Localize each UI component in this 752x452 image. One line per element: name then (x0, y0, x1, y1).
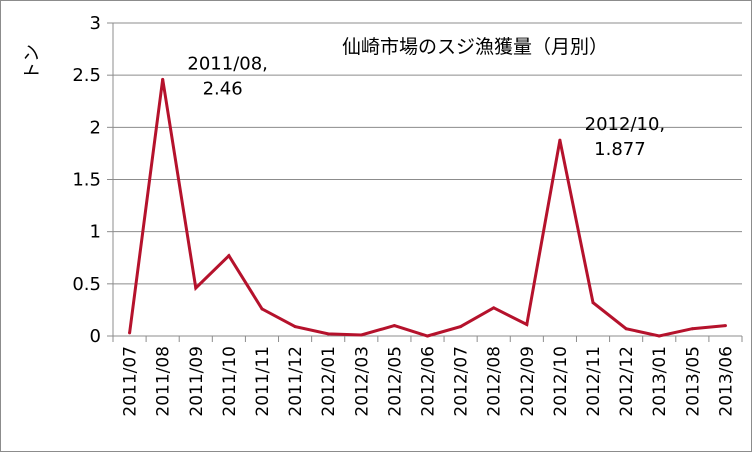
x-tick-labels: 2011/07 2011/08 2011/09 2011/10 2011/11 2011/… (121, 346, 737, 417)
data-point (492, 306, 496, 310)
y-tick-label: 1 (90, 222, 101, 243)
data-label: 2012/10, (585, 114, 666, 135)
data-point (558, 138, 562, 142)
x-tick-label: 2012/01 (319, 346, 339, 417)
y-tick-labels: 0 0.5 1 1.5 2 2.5 3 (72, 13, 101, 347)
data-point (194, 286, 198, 290)
series-line-group (128, 77, 727, 338)
x-tick-label: 2012/11 (584, 346, 604, 417)
x-tick-label: 2011/10 (220, 346, 240, 417)
data-point (723, 324, 727, 328)
x-tick-label: 2012/05 (385, 346, 405, 417)
data-point (128, 331, 132, 335)
data-point (293, 325, 297, 329)
data-label-value: 2.46 (203, 78, 243, 99)
data-point (591, 301, 595, 305)
x-tick-label: 2012/09 (518, 346, 538, 417)
x-tick-label: 2012/08 (485, 346, 505, 417)
data-point (227, 254, 231, 258)
data-point (392, 324, 396, 328)
y-tick-label: 0.5 (72, 274, 101, 295)
data-label-value: 1.877 (594, 139, 646, 160)
gridlines (113, 22, 742, 285)
x-tick-label: 2011/08 (154, 346, 174, 417)
x-tick-label: 2012/10 (551, 346, 571, 417)
y-axis-label: トン (22, 44, 43, 80)
x-tick-label: 2011/07 (121, 346, 141, 417)
y-tick-label: 2 (90, 117, 101, 138)
data-point (326, 332, 330, 336)
x-tick-label: 2011/12 (286, 346, 306, 417)
x-tick-label: 2011/11 (253, 346, 273, 417)
chart-title: 仙崎市場のスジ漁獲量（月別） (342, 36, 608, 58)
annotations: 2011/08, 2.46 2012/10, 1.877 (187, 53, 665, 160)
x-tick-label: 2012/07 (452, 346, 472, 417)
data-point (624, 327, 628, 331)
data-point (459, 325, 463, 329)
data-point (161, 77, 165, 81)
x-tick-label: 2013/06 (716, 346, 736, 417)
x-tick-label: 2012/06 (419, 346, 439, 417)
data-point (657, 334, 661, 338)
y-tick-label: 2.5 (72, 65, 101, 86)
x-tick-label: 2012/12 (617, 346, 637, 417)
data-point (260, 307, 264, 311)
data-point (359, 333, 363, 337)
y-tick-label: 3 (90, 13, 101, 34)
y-tick-label: 1.5 (72, 170, 101, 191)
y-tick-label: 0 (90, 326, 101, 347)
data-label: 2011/08, (187, 53, 268, 74)
data-point (525, 323, 529, 327)
data-point (690, 327, 694, 331)
x-tick-label: 2011/09 (187, 346, 207, 417)
x-tick-label: 2012/03 (352, 346, 372, 417)
x-tick-label: 2013/05 (683, 346, 703, 417)
x-tick-label: 2013/01 (650, 346, 670, 417)
data-point (426, 334, 429, 338)
